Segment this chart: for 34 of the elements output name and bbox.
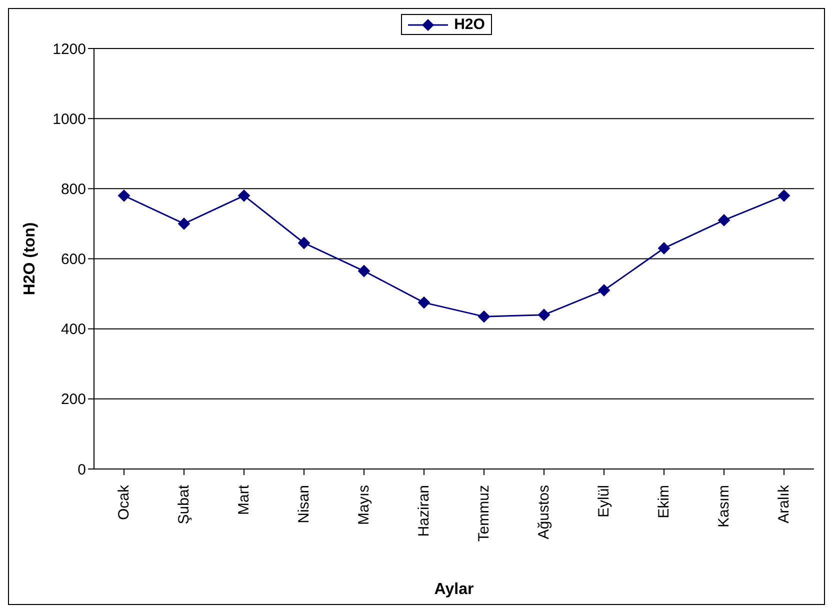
x-tick-label: Kasım: [716, 485, 732, 528]
point: [478, 310, 490, 323]
point: [118, 190, 130, 202]
y-tick-label: 1200: [52, 40, 86, 58]
x-tick-label: Ağustos: [536, 485, 552, 540]
x-axis-title: Aylar: [434, 581, 474, 598]
x-tick-label: Mayıs: [356, 485, 372, 526]
point: [658, 242, 670, 254]
x-tick-label: Haziran: [416, 485, 432, 537]
y-tick-label: 800: [60, 180, 86, 198]
x-tick-label: Eylül: [596, 485, 612, 518]
point: [598, 284, 610, 296]
y-tick-label: 1000: [52, 110, 86, 128]
x-tick-label: Temmuz: [476, 485, 492, 542]
point: [298, 236, 310, 249]
point: [358, 265, 370, 278]
y-tick-label: 200: [60, 391, 86, 408]
x-tick-label: Aralık: [776, 484, 792, 524]
x-tick-label: Ocak: [116, 484, 132, 520]
point: [538, 308, 550, 321]
y-tick-label: 400: [60, 321, 86, 338]
x-tick-label: Ekim: [656, 485, 672, 518]
point: [178, 218, 190, 230]
x-tick-label: Mart: [236, 484, 252, 515]
legend-label: H2O: [453, 16, 485, 33]
y-axis-title: H2O (ton): [22, 222, 39, 296]
point: [418, 296, 430, 309]
point: [778, 190, 790, 202]
y-tick-label: 600: [60, 251, 86, 268]
point: [238, 190, 250, 202]
point: [718, 214, 730, 226]
y-tick-label: 0: [78, 461, 86, 478]
x-tick-label: Şubat: [176, 484, 192, 524]
x-tick-label: Nisan: [296, 485, 312, 524]
